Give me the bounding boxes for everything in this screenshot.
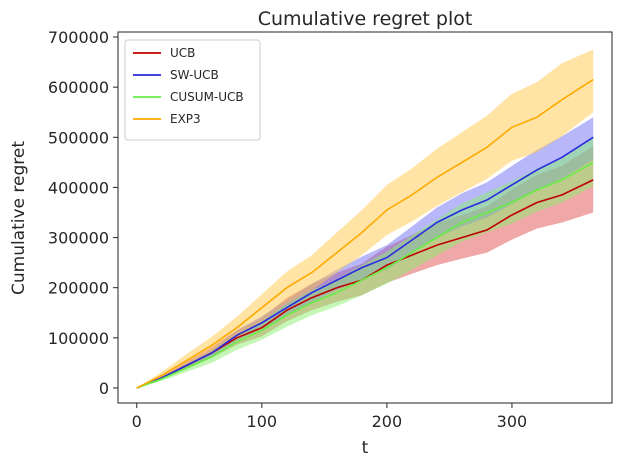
line-cusum-ucb (136, 161, 594, 389)
y-tick-label: 100000 (48, 329, 109, 348)
y-tick-label: 300000 (48, 229, 109, 248)
y-tick-label: 500000 (48, 128, 109, 147)
y-tick-label: 600000 (48, 78, 109, 97)
legend-label-sw-ucb: SW-UCB (170, 68, 219, 82)
y-tick-label: 0 (99, 379, 109, 398)
y-tick-label: 400000 (48, 178, 109, 197)
x-tick-label: 100 (247, 412, 278, 431)
plot-area (117, 31, 613, 404)
x-axis: 0 100 200 300 (132, 403, 528, 431)
x-tick-label: 300 (497, 412, 528, 431)
legend: UCB SW-UCB CUSUM-UCB EXP3 (124, 39, 261, 141)
series-lines (136, 78, 594, 389)
x-axis-label: t (362, 438, 369, 458)
band-cusum-ucb (136, 138, 594, 388)
band-exp3 (136, 49, 594, 388)
legend-label-exp3: EXP3 (170, 112, 201, 126)
line-exp3 (136, 78, 594, 389)
y-axis: 0 100000 200000 300000 400000 500000 600000 700… (48, 28, 118, 398)
line-sw-ucb (136, 136, 594, 389)
legend-label-cusum-ucb: CUSUM-UCB (170, 90, 244, 104)
chart-title: Cumulative regret plot (258, 8, 473, 30)
y-tick-label: 700000 (48, 28, 109, 47)
legend-box (124, 39, 261, 141)
legend-label-ucb: UCB (170, 46, 195, 60)
y-axis-label: Cumulative regret (9, 141, 29, 295)
y-tick-label: 200000 (48, 279, 109, 298)
x-tick-label: 200 (372, 412, 403, 431)
x-tick-label: 0 (132, 412, 142, 431)
